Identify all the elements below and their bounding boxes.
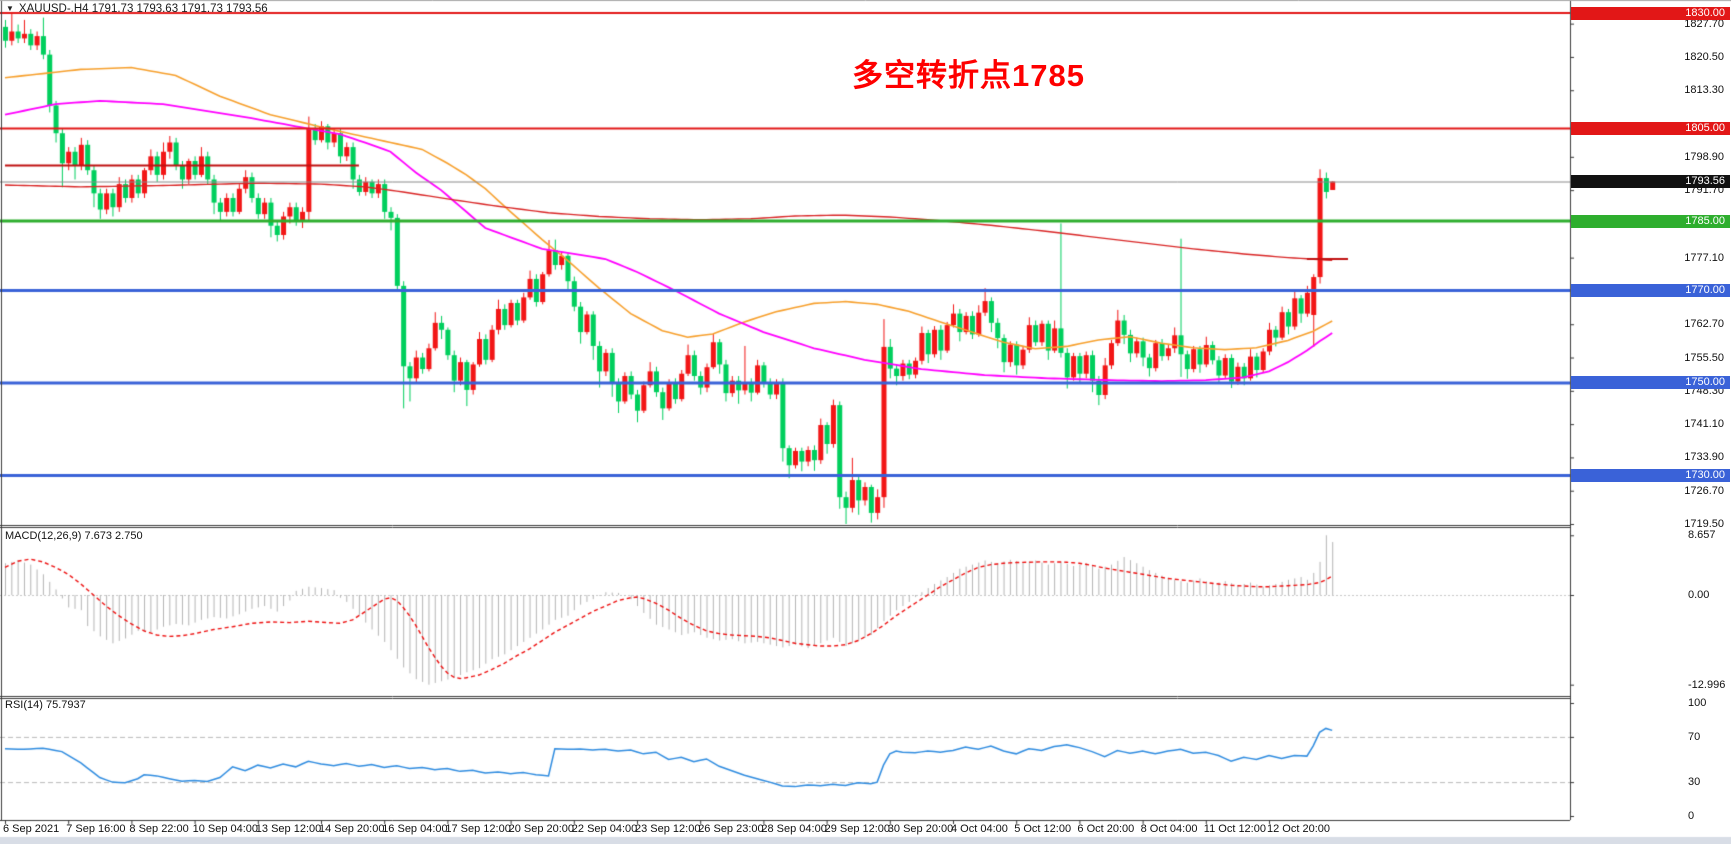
- chart-canvas[interactable]: [0, 0, 1731, 844]
- trading-terminal-chart: ▼ XAUUSD-.H4 1791.73 1793.63 1791.73 1793…: [0, 0, 1731, 844]
